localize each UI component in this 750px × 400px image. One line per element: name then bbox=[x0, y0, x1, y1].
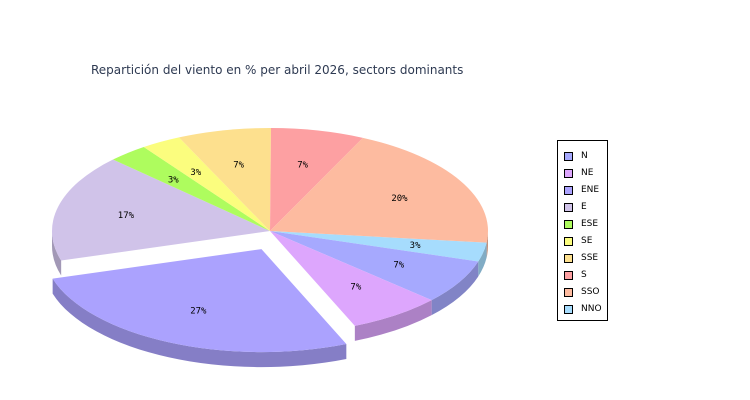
legend-swatch bbox=[564, 287, 573, 297]
pie-slice-s bbox=[270, 128, 363, 231]
pie-slice-nno bbox=[270, 231, 487, 262]
legend-swatch bbox=[564, 151, 573, 161]
pie-slice-ene bbox=[52, 249, 347, 353]
slice-side-nno bbox=[478, 242, 487, 277]
legend-item-ne: NE bbox=[564, 167, 593, 179]
legend-label: SSE bbox=[581, 253, 599, 263]
legend-label: ESE bbox=[581, 219, 599, 229]
slice-label-s: 7% bbox=[297, 161, 308, 171]
legend-item-n: N bbox=[564, 150, 588, 162]
slice-side-ene bbox=[52, 278, 347, 368]
legend-item-ene: ENE bbox=[564, 184, 599, 196]
pie-slice-se bbox=[143, 137, 270, 231]
slice-label-ese: 3% bbox=[168, 175, 179, 185]
chart-legend: N NE ENE E ESE SE SSE S SSO NNO bbox=[557, 140, 608, 321]
legend-item-nno: NNO bbox=[564, 303, 602, 315]
legend-label: N bbox=[581, 151, 588, 161]
pie-slices bbox=[51, 128, 488, 368]
chart-title: Repartición del viento en % per abril 20… bbox=[91, 63, 464, 77]
legend-label: SE bbox=[581, 236, 593, 246]
legend-swatch bbox=[564, 168, 573, 178]
pie-slice-sse bbox=[178, 128, 271, 231]
legend-swatch bbox=[564, 185, 573, 195]
legend-item-ese: ESE bbox=[564, 218, 598, 230]
slice-side-n bbox=[431, 261, 479, 316]
pie-slice-ne bbox=[270, 231, 432, 326]
slice-label-sse: 7% bbox=[233, 161, 244, 171]
pie-slice-e bbox=[51, 159, 271, 261]
legend-swatch bbox=[564, 304, 573, 314]
slice-side-sso bbox=[486, 231, 488, 258]
legend-item-se: SE bbox=[564, 235, 592, 247]
slice-label-ene: 27% bbox=[190, 307, 207, 317]
legend-label: E bbox=[581, 202, 587, 212]
slice-side-ne bbox=[354, 300, 432, 341]
pie-slice-ese bbox=[112, 147, 270, 231]
legend-swatch bbox=[564, 202, 573, 212]
slice-label-nno: 3% bbox=[410, 241, 421, 251]
legend-label: NE bbox=[581, 168, 594, 178]
slice-label-sso: 20% bbox=[391, 194, 408, 204]
pie-slice-sso bbox=[270, 137, 488, 243]
slice-labels: 3% 7% 7% 27% 17% 3% 3% 7% 7% 20% bbox=[118, 161, 421, 317]
legend-swatch bbox=[564, 270, 573, 280]
legend-item-s: S bbox=[564, 269, 587, 281]
slice-label-n: 7% bbox=[393, 261, 404, 271]
slice-label-e: 17% bbox=[118, 211, 135, 221]
legend-swatch bbox=[564, 236, 573, 246]
legend-item-sse: SSE bbox=[564, 252, 598, 264]
legend-item-e: E bbox=[564, 201, 587, 213]
legend-swatch bbox=[564, 253, 573, 263]
legend-label: ENE bbox=[581, 185, 600, 195]
slice-label-ne: 7% bbox=[350, 282, 361, 292]
pie-slice-n bbox=[270, 231, 479, 301]
legend-label: NNO bbox=[581, 304, 602, 314]
legend-swatch bbox=[564, 219, 573, 229]
slice-label-se: 3% bbox=[190, 168, 201, 178]
legend-label: SSO bbox=[581, 287, 600, 297]
legend-label: S bbox=[581, 270, 587, 280]
legend-item-sso: SSO bbox=[564, 286, 600, 298]
slice-side-e bbox=[52, 231, 62, 276]
